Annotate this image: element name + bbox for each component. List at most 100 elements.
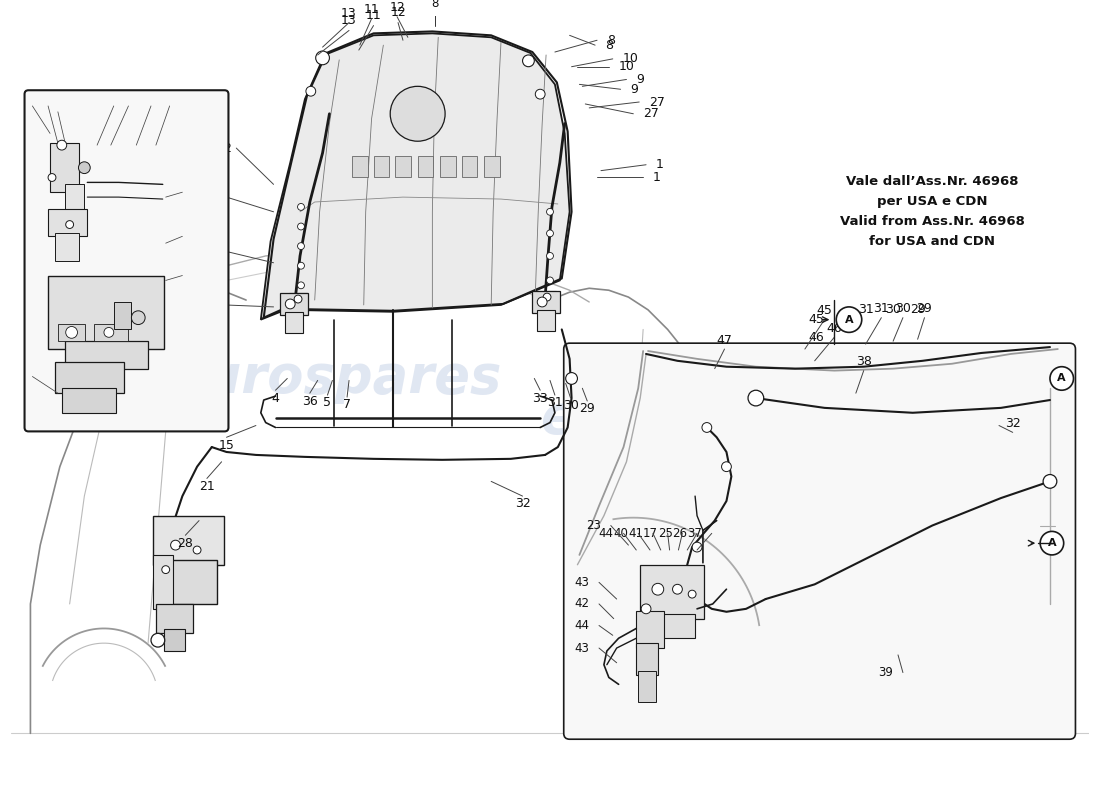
Bar [440, 156, 455, 178]
Text: 9: 9 [636, 73, 645, 86]
Text: 31: 31 [547, 397, 563, 410]
Bar [153, 516, 223, 565]
Text: 2: 2 [223, 142, 231, 154]
Text: 40: 40 [614, 527, 628, 540]
Text: 46: 46 [826, 322, 843, 335]
Bar [462, 156, 477, 178]
Text: 26: 26 [121, 96, 135, 106]
Text: 15: 15 [219, 438, 234, 452]
Text: 23: 23 [163, 96, 177, 106]
Bar [62, 388, 116, 413]
Circle shape [298, 262, 305, 269]
Circle shape [298, 223, 305, 230]
Text: 30: 30 [562, 399, 579, 413]
Bar [95, 323, 129, 342]
Circle shape [151, 634, 165, 647]
Circle shape [689, 590, 696, 598]
Circle shape [672, 584, 682, 594]
Bar [48, 209, 87, 236]
Text: 27: 27 [644, 107, 659, 120]
Text: 36: 36 [301, 394, 318, 407]
Circle shape [641, 604, 651, 614]
Text: 3: 3 [212, 245, 220, 258]
Text: 17: 17 [25, 167, 40, 178]
Text: 29: 29 [916, 302, 933, 315]
Text: 8: 8 [605, 38, 613, 52]
Bar [289, 293, 307, 305]
Text: 34: 34 [206, 190, 221, 204]
Bar [280, 293, 308, 314]
Circle shape [543, 293, 551, 301]
Text: 35: 35 [51, 102, 65, 112]
Bar [395, 156, 410, 178]
Circle shape [131, 311, 145, 325]
Text: 21: 21 [199, 480, 214, 493]
Circle shape [536, 90, 546, 99]
Text: 24: 24 [144, 96, 158, 106]
Text: 18: 18 [175, 182, 189, 192]
Text: 29: 29 [910, 303, 925, 316]
Text: 42: 42 [574, 598, 590, 610]
Bar [65, 184, 85, 212]
Text: eurospares: eurospares [540, 392, 873, 444]
Circle shape [390, 86, 446, 142]
Circle shape [104, 327, 113, 338]
Bar [638, 670, 656, 702]
Bar [153, 555, 173, 609]
Text: 26: 26 [672, 527, 688, 540]
Text: 31: 31 [873, 302, 889, 315]
Circle shape [298, 242, 305, 250]
Text: 4: 4 [272, 391, 279, 405]
Text: 10: 10 [623, 52, 638, 66]
Circle shape [298, 282, 305, 289]
FancyBboxPatch shape [563, 343, 1076, 739]
Circle shape [547, 230, 553, 237]
Text: A: A [1047, 538, 1056, 548]
Circle shape [537, 297, 547, 307]
Circle shape [66, 221, 74, 229]
Bar [113, 302, 131, 330]
Circle shape [57, 140, 67, 150]
Circle shape [48, 174, 56, 182]
Text: 44: 44 [598, 527, 614, 540]
Text: 25: 25 [658, 527, 672, 540]
Circle shape [522, 55, 535, 66]
Bar [48, 275, 164, 349]
Text: 10: 10 [618, 60, 635, 74]
Circle shape [194, 546, 201, 554]
Bar [418, 156, 433, 178]
Text: 8: 8 [431, 0, 439, 10]
Text: 31: 31 [858, 303, 873, 316]
Text: eurospares: eurospares [167, 353, 501, 405]
Circle shape [702, 422, 712, 432]
Text: 22: 22 [25, 96, 40, 106]
Text: 28: 28 [177, 537, 194, 550]
Text: A: A [845, 314, 854, 325]
Bar [636, 610, 663, 648]
Text: 41: 41 [628, 527, 643, 540]
Circle shape [836, 307, 861, 332]
Text: 14: 14 [41, 96, 55, 106]
Circle shape [692, 542, 702, 552]
Bar [640, 565, 704, 618]
Text: 1: 1 [653, 171, 661, 184]
Bar [374, 156, 389, 178]
Text: 39: 39 [878, 666, 893, 679]
Text: 16: 16 [25, 366, 40, 376]
Text: A: A [1057, 374, 1066, 383]
Bar [55, 234, 79, 261]
Text: 37: 37 [688, 527, 702, 540]
Bar [648, 614, 695, 638]
Text: 6: 6 [212, 298, 220, 311]
Circle shape [547, 208, 553, 215]
Text: 47: 47 [716, 334, 733, 346]
Text: 12: 12 [390, 6, 406, 19]
Bar [58, 323, 86, 342]
Circle shape [306, 86, 316, 96]
Bar [532, 291, 560, 313]
Text: 20: 20 [175, 226, 189, 237]
Text: 25: 25 [107, 96, 121, 106]
Bar [285, 312, 303, 334]
Text: 8: 8 [607, 34, 615, 46]
Circle shape [565, 373, 578, 384]
